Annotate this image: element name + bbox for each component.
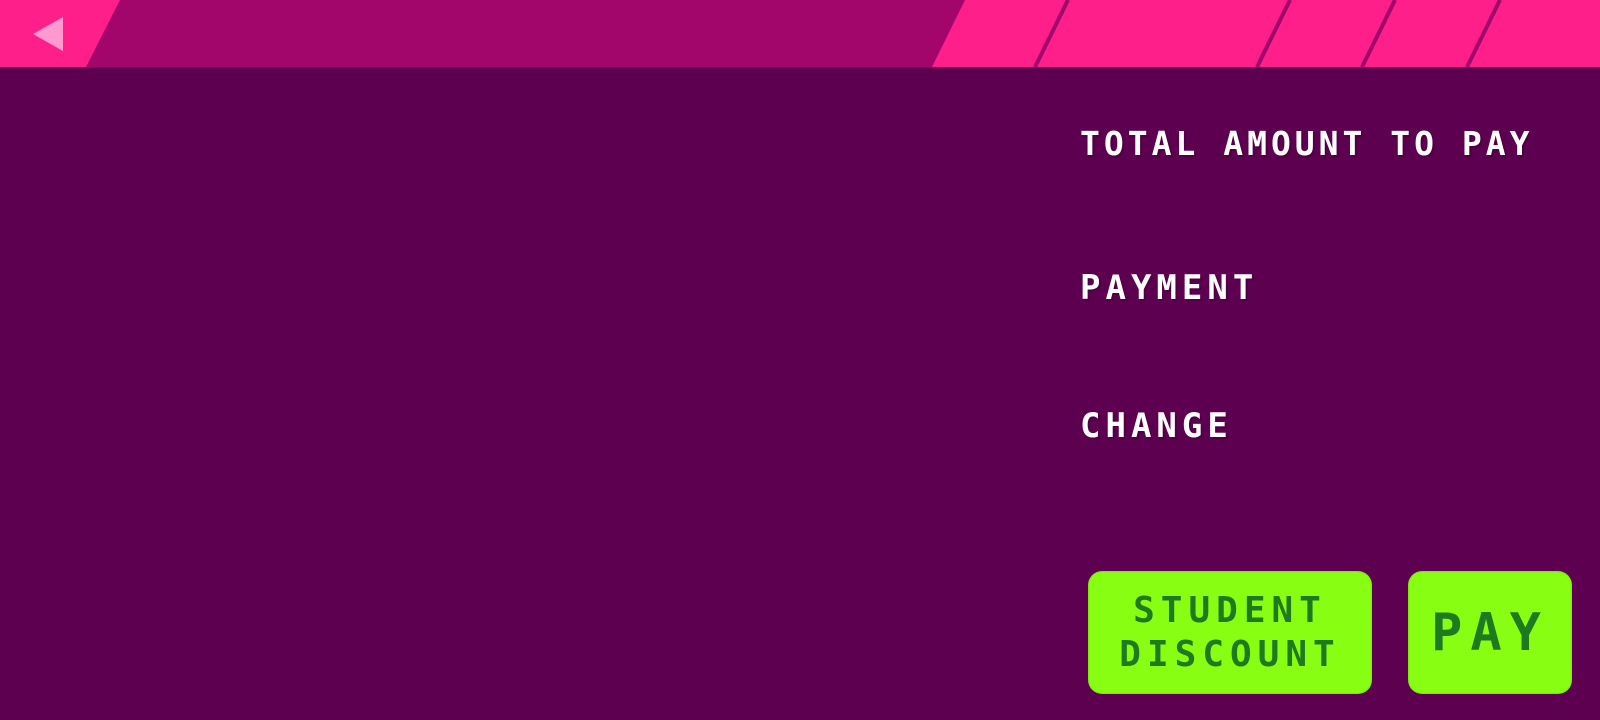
top-bar-stripe — [1465, 0, 1502, 67]
top-bar — [0, 0, 1600, 67]
top-bar-stripes — [0, 0, 1600, 67]
back-arrow-icon — [33, 17, 63, 51]
payment-label: PAYMENT — [1080, 268, 1259, 308]
top-bar-stripe — [1360, 0, 1397, 67]
student-discount-button[interactable]: STUDENT DISCOUNT — [1088, 571, 1372, 694]
change-label: CHANGE — [1080, 406, 1233, 446]
top-bar-stripe — [1255, 0, 1292, 67]
back-button[interactable] — [20, 8, 80, 58]
top-bar-panel — [86, 0, 965, 67]
top-bar-stripe — [1033, 0, 1070, 67]
total-amount-label: TOTAL AMOUNT TO PAY — [1080, 124, 1534, 163]
pay-button[interactable]: PAY — [1408, 571, 1572, 694]
